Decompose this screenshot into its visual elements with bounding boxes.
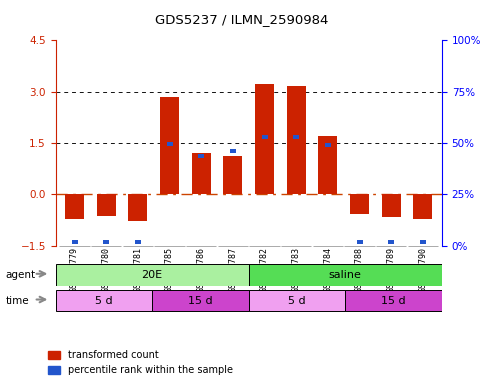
Bar	[287, 86, 306, 194]
Legend: transformed count, percentile rank within the sample: transformed count, percentile rank withi…	[48, 351, 233, 375]
FancyBboxPatch shape	[152, 290, 249, 311]
Text: saline: saline	[329, 270, 362, 280]
Bar	[261, 135, 268, 139]
Text: 5 d: 5 d	[95, 296, 113, 306]
Bar	[293, 135, 299, 139]
Bar	[413, 194, 432, 219]
Bar	[230, 149, 236, 152]
Bar	[97, 194, 116, 216]
Bar	[192, 153, 211, 194]
Text: GDS5237 / ILMN_2590984: GDS5237 / ILMN_2590984	[155, 13, 328, 26]
Bar	[135, 240, 141, 244]
Bar	[420, 240, 426, 244]
Bar	[350, 194, 369, 214]
Bar	[388, 240, 394, 244]
Text: agent: agent	[6, 270, 36, 280]
Text: 15 d: 15 d	[382, 296, 406, 306]
Bar	[71, 240, 78, 244]
FancyBboxPatch shape	[345, 290, 442, 311]
Text: 5 d: 5 d	[288, 296, 306, 306]
Bar	[128, 194, 147, 221]
Text: time: time	[6, 296, 29, 306]
Bar	[65, 194, 84, 219]
Bar	[382, 194, 401, 217]
Bar	[224, 156, 242, 194]
Bar	[255, 84, 274, 194]
Text: 15 d: 15 d	[188, 296, 213, 306]
Bar	[167, 142, 172, 146]
Bar	[160, 97, 179, 194]
Bar	[318, 136, 338, 194]
FancyBboxPatch shape	[249, 264, 442, 286]
Bar	[103, 240, 109, 244]
Text: 20E: 20E	[142, 270, 163, 280]
FancyBboxPatch shape	[249, 290, 345, 311]
FancyBboxPatch shape	[56, 264, 249, 286]
Bar	[325, 143, 331, 147]
FancyBboxPatch shape	[56, 290, 152, 311]
Bar	[198, 154, 204, 159]
Bar	[356, 240, 363, 244]
